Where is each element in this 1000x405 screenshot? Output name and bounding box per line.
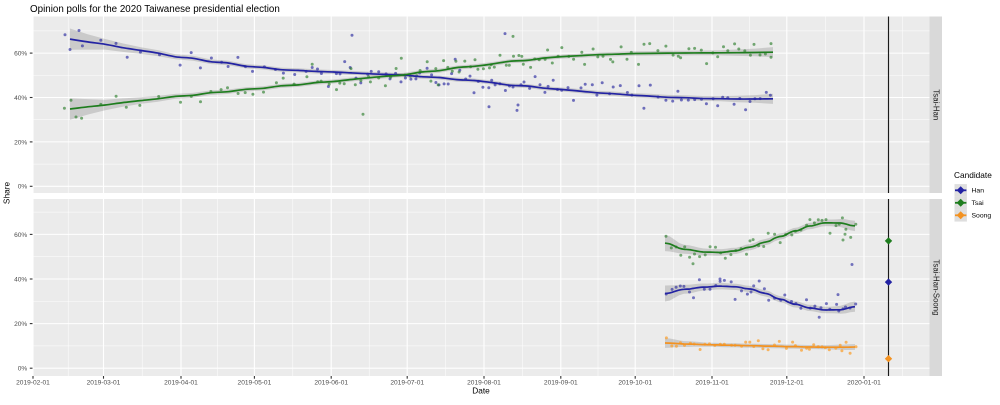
- svg-text:0%: 0%: [18, 366, 28, 373]
- svg-text:20%: 20%: [14, 139, 27, 146]
- svg-text:2019-10-01: 2019-10-01: [618, 380, 652, 387]
- svg-text:0%: 0%: [18, 184, 28, 191]
- svg-text:2019-05-01: 2019-05-01: [238, 380, 272, 387]
- svg-text:Tsai-Han: Tsai-Han: [932, 89, 941, 120]
- svg-text:Soong: Soong: [972, 213, 992, 220]
- svg-text:2019-06-01: 2019-06-01: [314, 380, 348, 387]
- svg-text:Share: Share: [2, 182, 12, 205]
- svg-text:2019-09-01: 2019-09-01: [544, 380, 578, 387]
- svg-text:2019-08-01: 2019-08-01: [467, 380, 501, 387]
- svg-text:Tsai: Tsai: [972, 200, 985, 207]
- svg-text:2019-02-01: 2019-02-01: [16, 380, 50, 387]
- svg-text:Tsai-Han-Soong: Tsai-Han-Soong: [932, 260, 941, 316]
- svg-text:Candidate: Candidate: [954, 170, 992, 180]
- svg-text:2019-07-01: 2019-07-01: [390, 380, 424, 387]
- svg-text:40%: 40%: [14, 276, 27, 283]
- svg-text:20%: 20%: [14, 321, 27, 328]
- svg-text:2019-12-01: 2019-12-01: [770, 380, 804, 387]
- svg-text:60%: 60%: [14, 232, 27, 239]
- svg-text:Opinion polls for the 2020 Tai: Opinion polls for the 2020 Taiwanese pre…: [30, 4, 280, 15]
- svg-text:40%: 40%: [14, 95, 27, 102]
- svg-text:2020-01-01: 2020-01-01: [847, 380, 881, 387]
- svg-text:Han: Han: [972, 188, 985, 195]
- svg-text:Date: Date: [472, 386, 490, 396]
- svg-text:60%: 60%: [14, 51, 27, 58]
- svg-text:2019-04-01: 2019-04-01: [164, 380, 198, 387]
- svg-text:2019-03-01: 2019-03-01: [87, 380, 121, 387]
- svg-text:2019-11-01: 2019-11-01: [695, 380, 729, 387]
